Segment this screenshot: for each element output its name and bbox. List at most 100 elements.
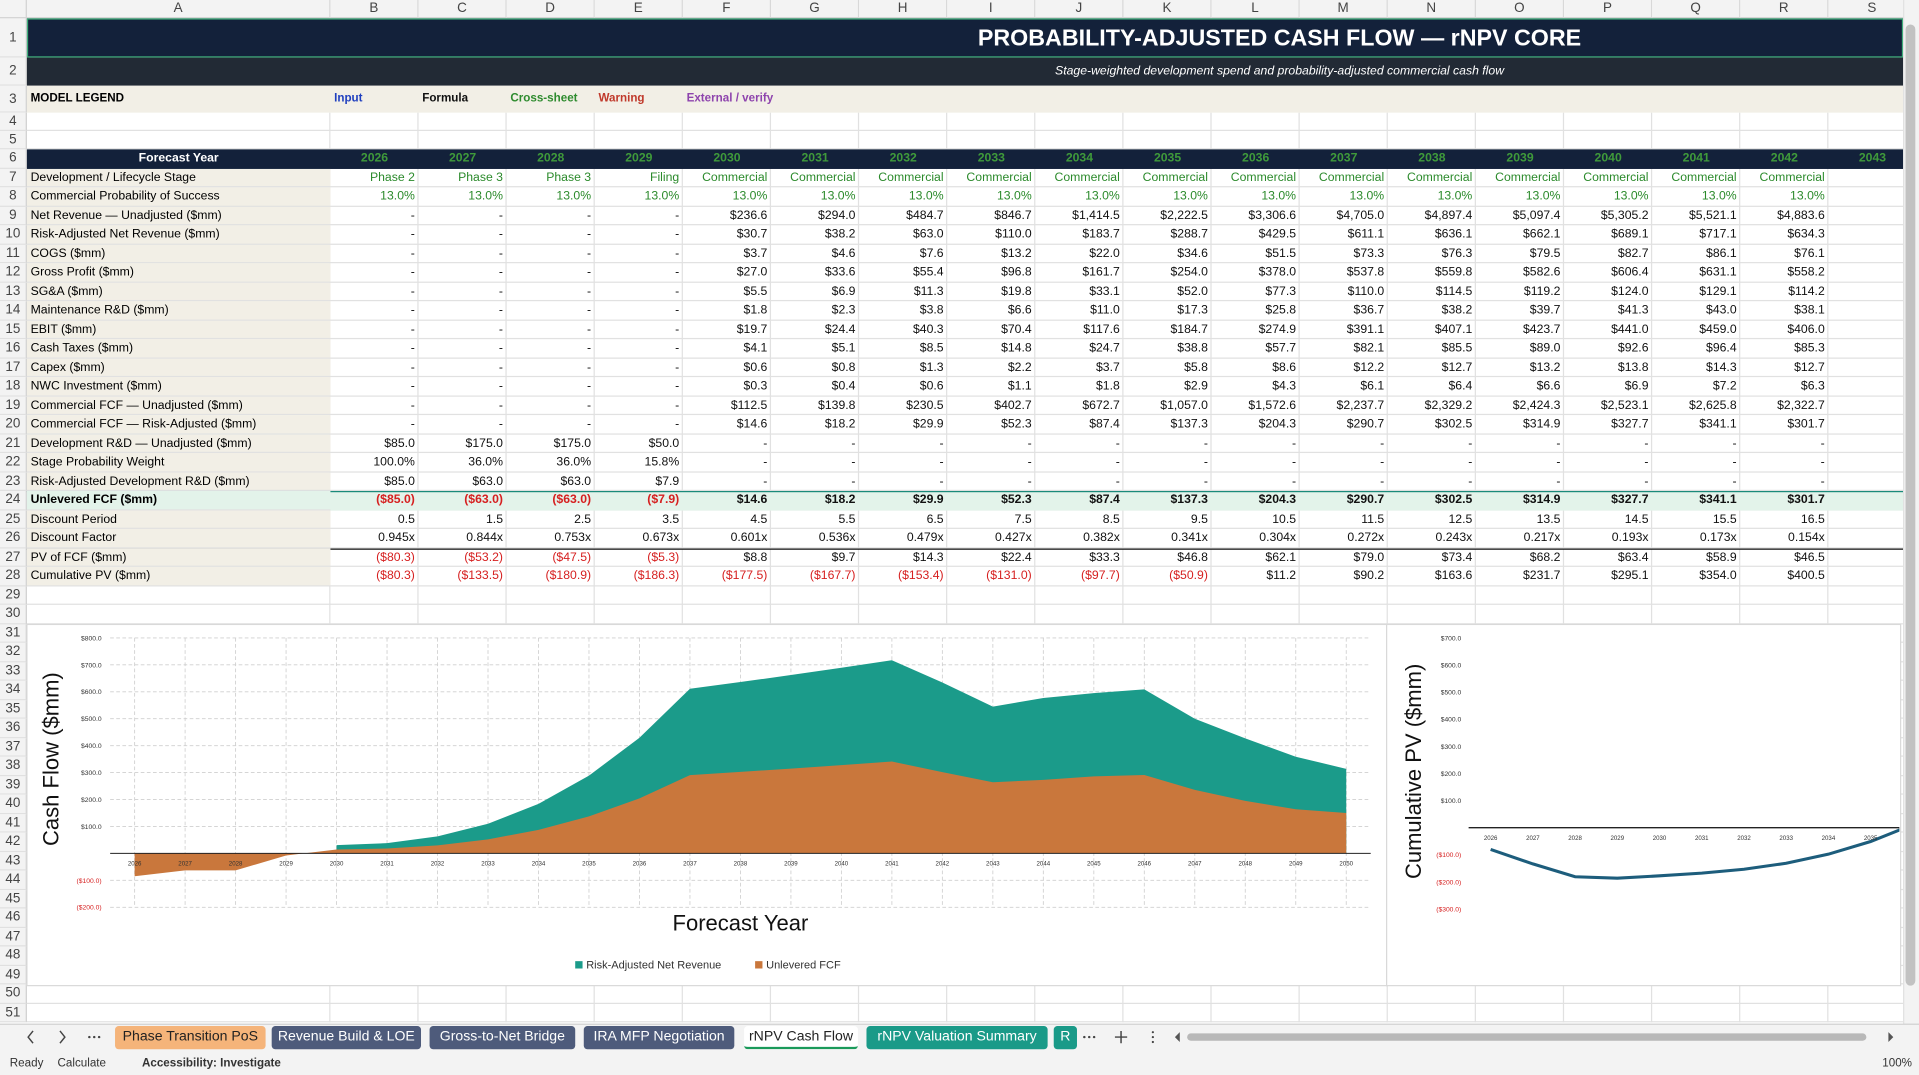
cell: $161.7 xyxy=(1082,265,1120,280)
title-bar: PROBABILITY-ADJUSTED CASH FLOW — rNPV CO… xyxy=(26,18,1904,58)
cell: $582.6 xyxy=(1522,265,1561,280)
chart: $700.0 $600.0 $500.0 $400.0 $300.0 $200.0 $100… xyxy=(1436,635,1900,913)
column-header: O xyxy=(1475,0,1565,19)
year-header: 2028 xyxy=(537,151,565,166)
cell: $13.2 xyxy=(1001,246,1032,261)
cell: - xyxy=(587,246,592,261)
row-gridline xyxy=(26,584,1904,586)
cell: 6.5 xyxy=(926,512,944,526)
cell: $117.6 xyxy=(1083,322,1120,337)
y-tick-label: $600.0 xyxy=(1441,662,1462,669)
row-label: Maintenance R&D ($mm) xyxy=(26,301,331,321)
cell: - xyxy=(498,303,504,318)
row-number: 23 xyxy=(0,472,27,491)
cell: $12.7 xyxy=(1441,360,1473,375)
row-gridline xyxy=(26,280,1904,283)
cell: - xyxy=(1203,474,1208,488)
cell: $1,414.5 xyxy=(1072,208,1120,223)
row-number: 19 xyxy=(0,396,27,416)
scroll-thumb[interactable] xyxy=(1905,24,1916,986)
cell: Phase 2 xyxy=(369,170,415,185)
cell: $302.5 xyxy=(1434,417,1473,431)
sheet-tab[interactable]: R xyxy=(1053,1026,1077,1050)
sheet-tab[interactable]: IRA MFP Negotiation xyxy=(583,1026,735,1050)
line xyxy=(1490,828,1900,880)
cell: - xyxy=(675,398,680,413)
cell: ($133.5) xyxy=(457,569,504,583)
year-header: 2027 xyxy=(448,151,477,166)
row-gridline xyxy=(26,356,1904,359)
sheet-tab[interactable]: rNPV Valuation Summary xyxy=(866,1026,1048,1050)
cell: $68.2 xyxy=(1529,550,1561,564)
col-gridline xyxy=(1122,112,1124,1023)
cell: - xyxy=(498,265,504,280)
year-header: 2030 xyxy=(713,151,741,166)
cell: 36.0% xyxy=(468,455,504,469)
cell: $689.1 xyxy=(1611,227,1649,242)
sheet-tab[interactable]: Revenue Build & LOE xyxy=(271,1026,422,1050)
cell: - xyxy=(410,341,415,356)
cell: $19.8 xyxy=(1001,284,1032,299)
row-gridline xyxy=(26,243,1904,245)
cell: $40.3 xyxy=(912,322,944,337)
y-tick-label: $200.0 xyxy=(81,797,102,804)
cell: $204.3 xyxy=(1258,493,1297,507)
cell: $0.6 xyxy=(919,379,944,394)
cell: $139.8 xyxy=(818,398,856,413)
row-number: 20 xyxy=(0,415,27,435)
cell: - xyxy=(498,398,504,413)
y-tick-label: $100.0 xyxy=(81,824,102,831)
sheet-tab[interactable]: Gross-to-Net Bridge xyxy=(429,1026,576,1050)
status-accessibility[interactable]: Accessibility: Investigate xyxy=(141,1056,281,1071)
cell: $8.5 xyxy=(919,341,944,356)
cell: - xyxy=(1556,474,1561,488)
col-gridline xyxy=(1474,112,1476,1023)
cell: - xyxy=(1027,455,1032,469)
col-gridline xyxy=(946,112,948,1023)
col-gridline xyxy=(769,112,772,1023)
status-calculate[interactable]: Calculate xyxy=(57,1056,106,1071)
cell: - xyxy=(1468,436,1473,450)
cell: $407.1 xyxy=(1434,322,1473,337)
status-zoom[interactable]: 100% xyxy=(1882,1056,1913,1071)
cell: Commercial xyxy=(1407,170,1473,185)
row-number: 3 xyxy=(0,85,27,113)
cell: $51.5 xyxy=(1265,246,1297,261)
sheet-tab[interactable]: Phase Transition PoS xyxy=(115,1026,266,1050)
cell: $631.1 xyxy=(1699,265,1737,280)
cell: - xyxy=(498,360,504,375)
cell: $77.3 xyxy=(1265,284,1297,299)
cell: $846.7 xyxy=(994,208,1032,223)
cell: 4.5 xyxy=(750,512,768,526)
cell: ($53.2) xyxy=(464,550,504,564)
cell: $86.1 xyxy=(1706,246,1737,261)
legend-swatch xyxy=(755,961,763,969)
row-label: NWC Investment ($mm) xyxy=(26,377,331,397)
row-label: Commercial FCF — Risk-Adjusted ($mm) xyxy=(26,415,331,435)
cell: $85.3 xyxy=(1794,341,1825,356)
x-tick-label: 2036 xyxy=(633,861,647,868)
cell: Commercial xyxy=(966,170,1032,185)
legend-item: Input xyxy=(334,91,363,106)
row-gridline xyxy=(26,186,1904,188)
y-tick-label: $700.0 xyxy=(81,662,102,669)
cell: $52.3 xyxy=(1001,493,1032,507)
row-label: Risk-Adjusted Development R&D ($mm) xyxy=(26,472,331,491)
cell: ($167.7) xyxy=(809,569,856,583)
cell: $38.1 xyxy=(1794,303,1825,318)
column-header: C xyxy=(418,0,507,19)
cell: $33.1 xyxy=(1089,284,1120,299)
cell: $24.4 xyxy=(824,322,856,337)
row-number: 27 xyxy=(0,547,27,567)
cell: $14.3 xyxy=(1706,360,1737,375)
cell: - xyxy=(587,379,592,394)
cell: $85.5 xyxy=(1441,341,1473,356)
y-tick-label: $500.0 xyxy=(81,716,102,723)
cell: $288.7 xyxy=(1170,227,1208,242)
cell: $537.8 xyxy=(1346,265,1385,280)
sheet-tab[interactable]: rNPV Cash Flow xyxy=(744,1026,858,1050)
y-tick-label: $300.0 xyxy=(81,770,102,777)
cell: - xyxy=(1644,455,1649,469)
y-axis-title: Cash Flow ($mm) xyxy=(39,672,64,846)
